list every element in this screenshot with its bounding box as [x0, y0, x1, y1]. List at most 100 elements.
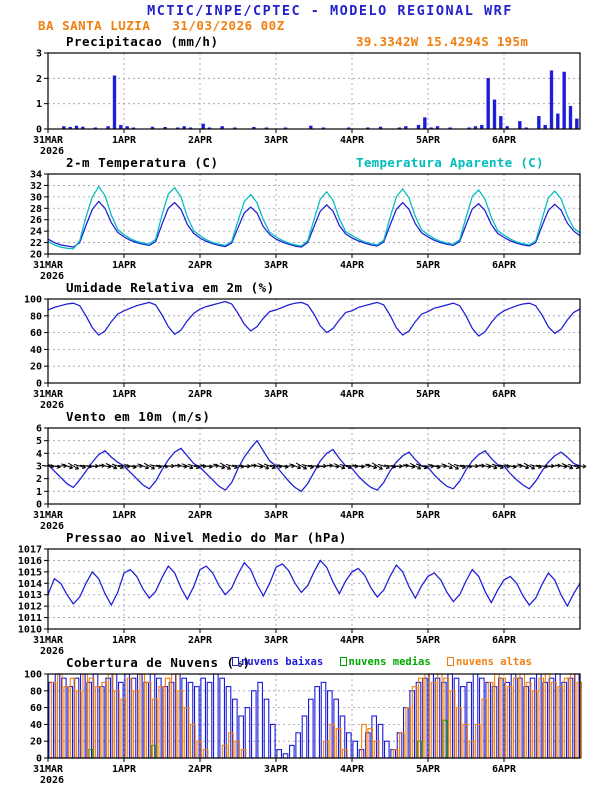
svg-text:6APR: 6APR	[492, 389, 517, 400]
panel-title-wind: Vento em 10m (m/s)	[66, 409, 211, 424]
svg-text:3APR: 3APR	[264, 135, 289, 146]
location-coordinates: 39.3342W 15.4294S 195m	[356, 34, 529, 49]
svg-text:2026: 2026	[40, 646, 64, 655]
svg-text:32: 32	[30, 181, 42, 192]
panel-title-humidity: Umidade Relativa em 2m (%)	[66, 280, 275, 295]
svg-text:100: 100	[24, 670, 42, 681]
svg-text:28: 28	[30, 204, 42, 215]
svg-text:31MAR: 31MAR	[33, 764, 64, 775]
svg-text:24: 24	[30, 227, 42, 238]
apparent-temperature-legend: Temperatura Aparente (C)	[356, 155, 544, 170]
svg-text:20: 20	[30, 737, 42, 748]
svg-text:4APR: 4APR	[340, 764, 365, 775]
svg-text:5APR: 5APR	[416, 510, 441, 521]
svg-text:40: 40	[30, 720, 42, 731]
panel-pressure: Pressao ao Nivel Medio do Mar (hPa) 1010…	[0, 530, 612, 655]
svg-text:1: 1	[36, 99, 42, 110]
svg-text:1APR: 1APR	[112, 389, 137, 400]
svg-text:1015: 1015	[18, 567, 42, 578]
svg-text:4APR: 4APR	[340, 635, 365, 646]
station-line: BA SANTA LUZIA 31/03/2026 00Z	[0, 18, 612, 34]
svg-text:22: 22	[30, 238, 42, 249]
svg-text:20: 20	[30, 362, 42, 373]
svg-text:1010: 1010	[18, 625, 42, 636]
legend-label-low-clouds: nuvens baixas	[241, 656, 324, 668]
svg-text:31MAR: 31MAR	[33, 135, 64, 146]
run-datetime: 31/03/2026 00Z	[172, 18, 285, 33]
svg-text:1APR: 1APR	[112, 135, 137, 146]
panel-clouds: Cobertura de Nuvens (%) nuvens baixas nu…	[0, 655, 612, 784]
legend-item-high-clouds: nuvens altas	[447, 656, 532, 668]
svg-text:1APR: 1APR	[112, 764, 137, 775]
svg-text:1: 1	[36, 487, 42, 498]
svg-text:6APR: 6APR	[492, 764, 517, 775]
app-title: MCTIC/INPE/CPTEC - MODELO REGIONAL WRF	[147, 3, 513, 19]
svg-text:3: 3	[36, 49, 42, 60]
svg-text:2APR: 2APR	[188, 135, 213, 146]
panel-wind: Vento em 10m (m/s) 0 1 2 3 4 5 6 31MAR 2026 1APR 2…	[0, 409, 612, 530]
svg-text:60: 60	[30, 328, 42, 339]
panel-title-pressure: Pressao ao Nivel Medio do Mar (hPa)	[66, 530, 347, 545]
svg-text:100: 100	[24, 295, 42, 306]
svg-text:2APR: 2APR	[188, 389, 213, 400]
svg-text:4APR: 4APR	[340, 135, 365, 146]
svg-text:26: 26	[30, 215, 42, 226]
svg-text:80: 80	[30, 311, 42, 322]
svg-text:1016: 1016	[18, 556, 42, 567]
svg-text:5APR: 5APR	[416, 635, 441, 646]
station-name: BA SANTA LUZIA	[38, 18, 151, 33]
svg-text:3APR: 3APR	[264, 635, 289, 646]
svg-text:34: 34	[30, 170, 42, 181]
svg-text:80: 80	[30, 686, 42, 697]
svg-text:2APR: 2APR	[188, 510, 213, 521]
legend-label-high-clouds: nuvens altas	[456, 656, 532, 668]
svg-text:5APR: 5APR	[416, 135, 441, 146]
panel-title-precipitation: Precipitacao (mm/h)	[66, 34, 219, 49]
panel-precipitation: Precipitacao (mm/h) 39.3342W 15.4294S 19…	[0, 34, 612, 155]
svg-text:30: 30	[30, 192, 42, 203]
svg-text:20: 20	[30, 250, 42, 261]
svg-text:2026: 2026	[40, 775, 64, 784]
svg-text:4APR: 4APR	[340, 389, 365, 400]
svg-text:4: 4	[36, 449, 42, 460]
svg-text:5APR: 5APR	[416, 260, 441, 271]
svg-text:3APR: 3APR	[264, 389, 289, 400]
svg-text:40: 40	[30, 345, 42, 356]
svg-text:1017: 1017	[18, 545, 42, 556]
svg-text:31MAR: 31MAR	[33, 510, 64, 521]
svg-text:2026: 2026	[40, 400, 64, 409]
svg-text:3APR: 3APR	[264, 260, 289, 271]
legend-item-low-clouds: nuvens baixas	[232, 656, 323, 668]
cloud-legend: nuvens baixas nuvens medias nuvens altas	[222, 656, 532, 668]
panel-title-temperature: 2-m Temperatura (C)	[66, 155, 219, 170]
svg-text:1013: 1013	[18, 590, 42, 601]
svg-text:0: 0	[36, 500, 42, 511]
svg-text:1APR: 1APR	[112, 510, 137, 521]
svg-text:5: 5	[36, 436, 42, 447]
svg-text:6APR: 6APR	[492, 635, 517, 646]
svg-text:0: 0	[36, 754, 42, 765]
svg-text:4APR: 4APR	[340, 260, 365, 271]
svg-text:0: 0	[36, 379, 42, 390]
svg-text:2APR: 2APR	[188, 260, 213, 271]
svg-text:4APR: 4APR	[340, 510, 365, 521]
legend-item-mid-clouds: nuvens medias	[339, 656, 431, 668]
panel-temperature: 2-m Temperatura (C) Temperatura Aparente…	[0, 155, 612, 280]
panel-title-clouds: Cobertura de Nuvens (%)	[66, 655, 251, 670]
svg-text:2026: 2026	[40, 271, 64, 280]
svg-text:0: 0	[36, 125, 42, 136]
svg-text:3APR: 3APR	[264, 764, 289, 775]
svg-text:2APR: 2APR	[188, 764, 213, 775]
svg-text:2APR: 2APR	[188, 635, 213, 646]
svg-text:3: 3	[36, 462, 42, 473]
svg-text:31MAR: 31MAR	[33, 389, 64, 400]
svg-text:5APR: 5APR	[416, 764, 441, 775]
svg-text:2026: 2026	[40, 146, 64, 155]
svg-text:5APR: 5APR	[416, 389, 441, 400]
